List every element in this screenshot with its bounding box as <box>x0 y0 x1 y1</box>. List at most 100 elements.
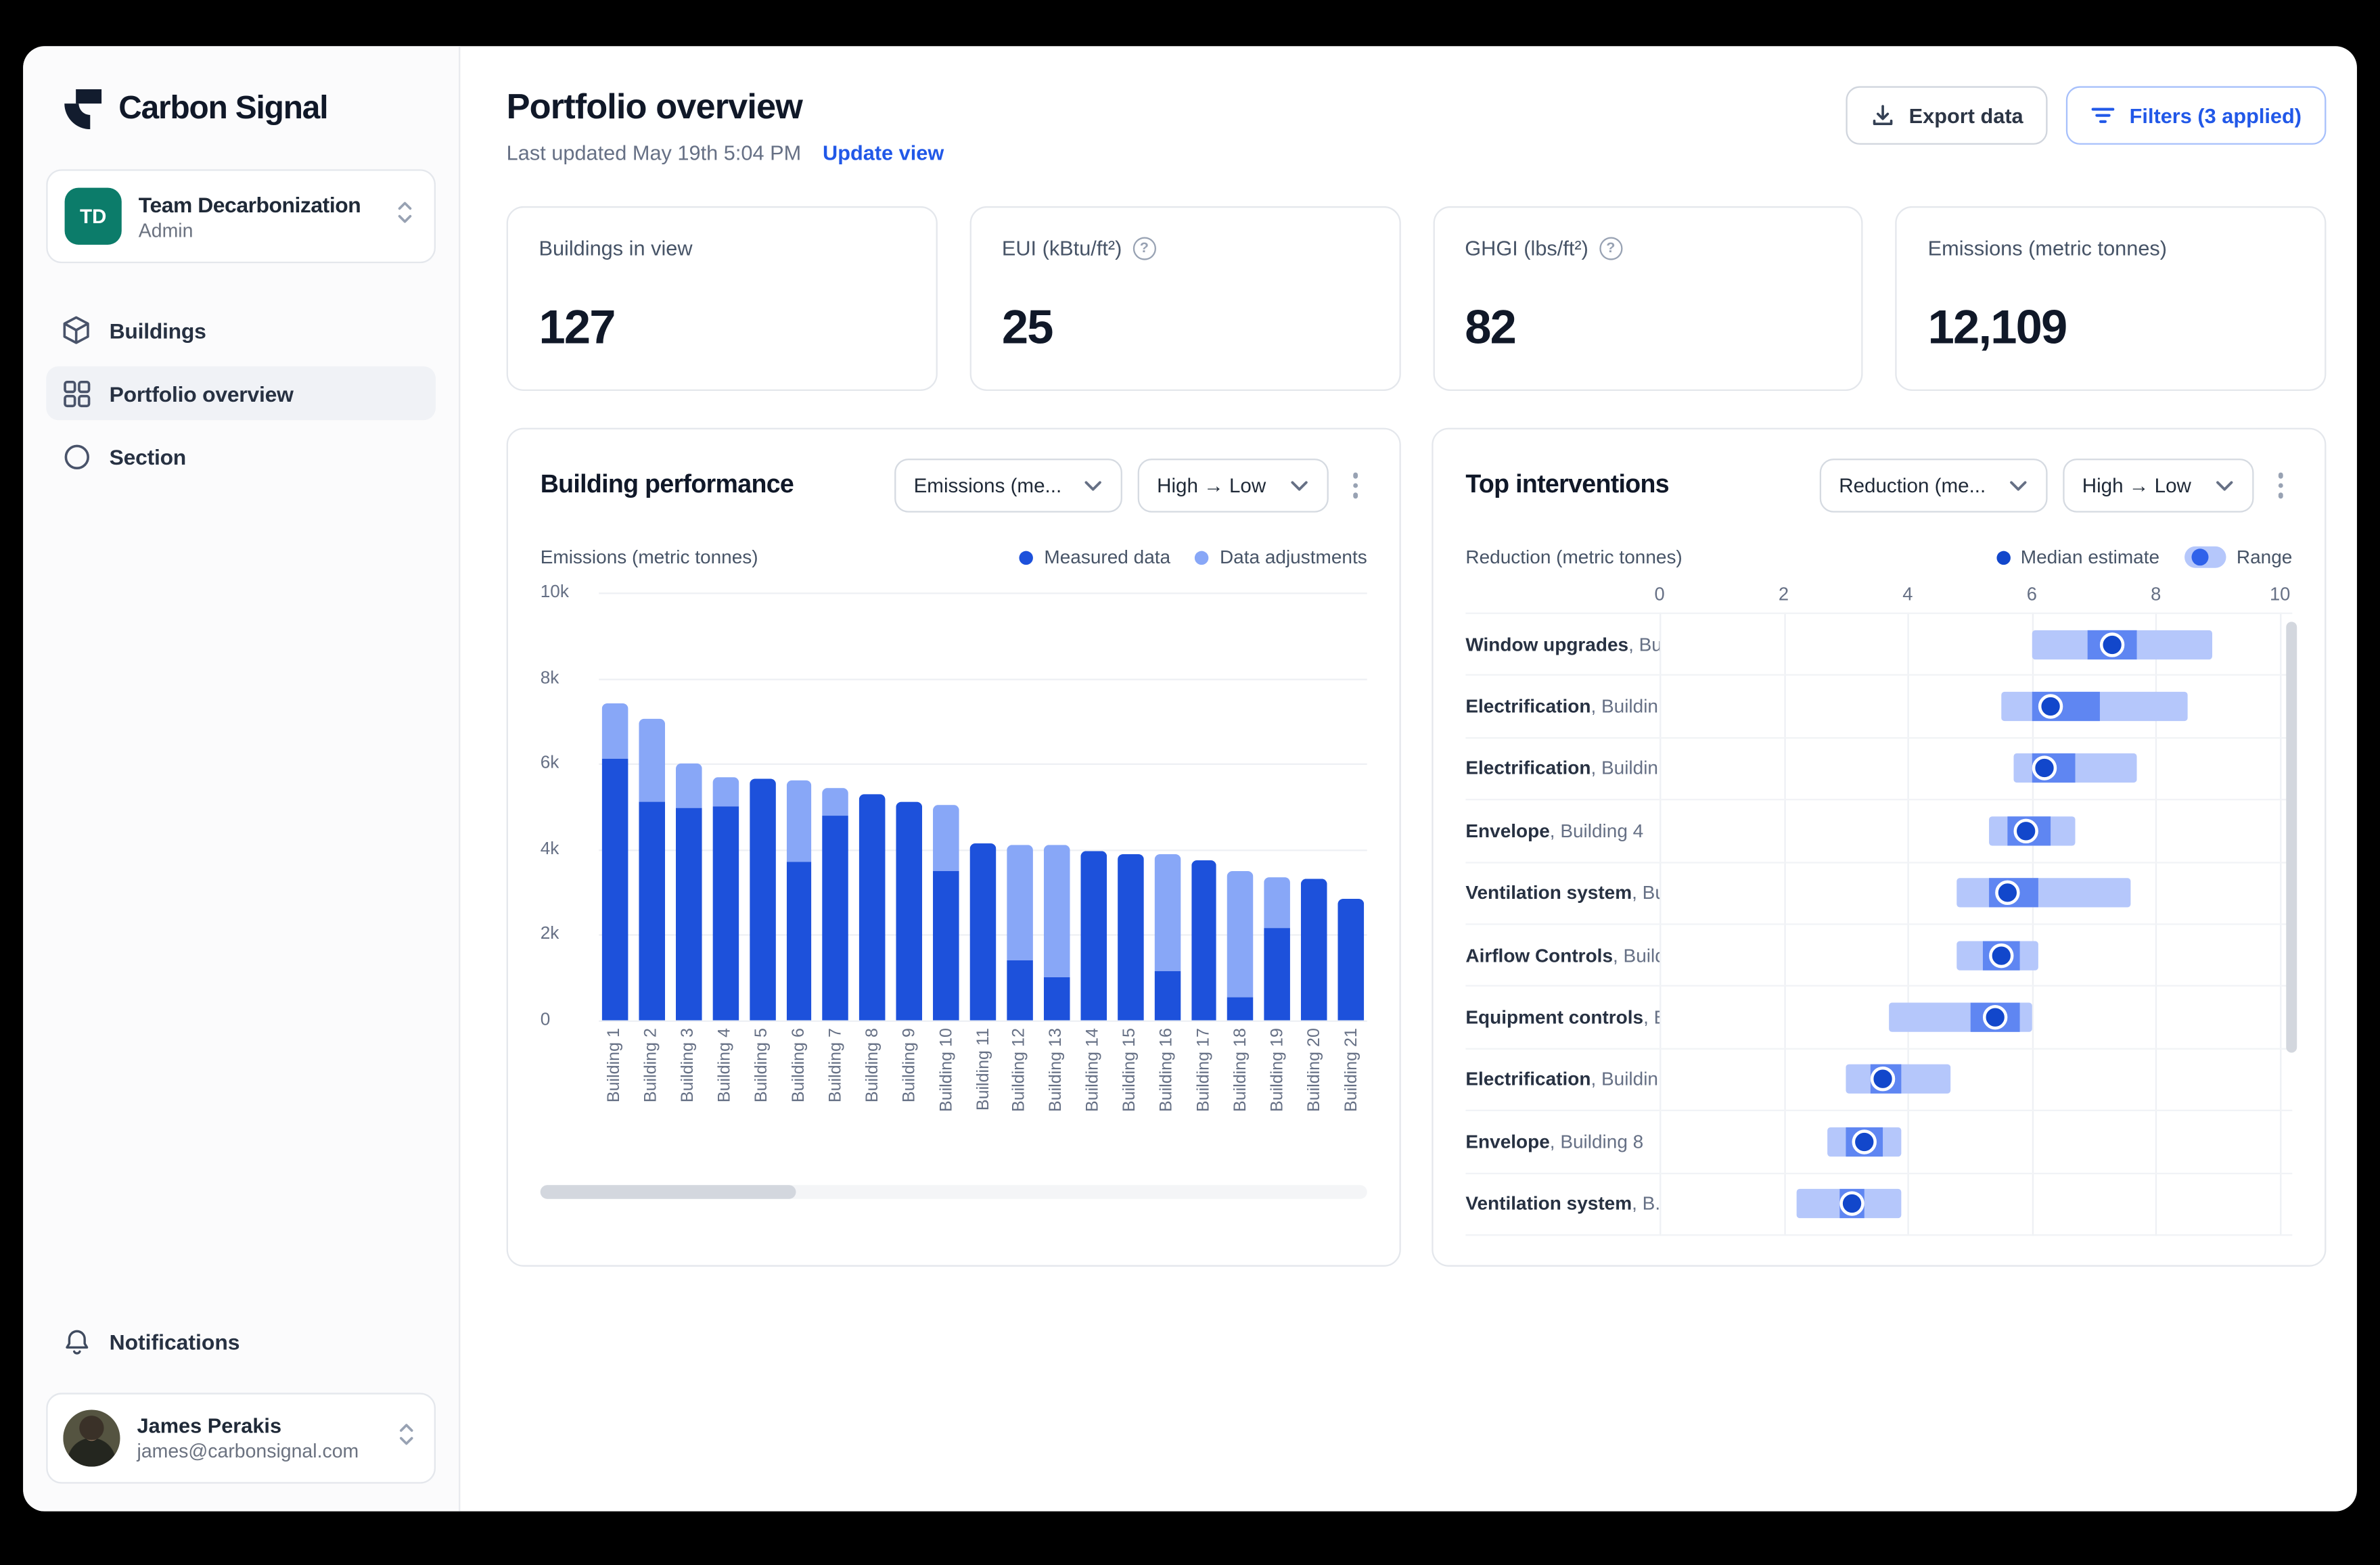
intervention-plot <box>1660 925 2280 986</box>
intervention-name: Envelope <box>1465 820 1550 842</box>
intervention-row-3: Envelope, Building 4 <box>1465 799 2293 861</box>
bar-segment-measured <box>1117 854 1143 1021</box>
team-name: Team Decarbonization <box>138 191 361 216</box>
x-tick-slot: Building 18 <box>1228 1028 1254 1169</box>
bar-building-14 <box>1080 851 1107 1021</box>
bar-segment-adjustments <box>1227 870 1254 997</box>
intervention-row-4: Ventilation system, Bu... <box>1465 861 2293 923</box>
intervention-label: Envelope, Building 4 <box>1465 820 1660 842</box>
x-tick-slot: Building 20 <box>1301 1028 1327 1169</box>
bar-segment-adjustments <box>712 776 739 807</box>
team-role: Admin <box>138 219 193 241</box>
y-tick-label: 8k <box>540 668 559 688</box>
intervention-row-7: Electrification, Buildin... <box>1465 1048 2293 1110</box>
sidebar-item-notifications[interactable]: Notifications <box>46 1314 436 1368</box>
reduction-dropdown[interactable]: Reduction (me... <box>1818 459 2047 513</box>
bar-segment-measured <box>785 862 813 1021</box>
top-interventions-panel: Top interventions Reduction (me... High … <box>1432 427 2327 1267</box>
building-performance-controls: Emissions (me... High → Low <box>893 459 1367 513</box>
intervention-plot <box>1660 1111 2280 1172</box>
x-tick-label: Building 13 <box>1047 1028 1066 1112</box>
legend-adjustments-label: Data adjustments <box>1219 546 1367 568</box>
bar-segment-measured <box>749 778 775 1021</box>
stat-card-label: Buildings in view <box>539 237 693 260</box>
bar-building-3 <box>675 764 702 1021</box>
sidebar-item-section[interactable]: Section <box>46 429 436 484</box>
intervention-name: Airflow Controls <box>1465 944 1614 966</box>
x-tick-label: 8 <box>2151 583 2161 605</box>
chevron-down-icon <box>1084 480 1101 490</box>
intervention-label: Airflow Controls, Build... <box>1465 944 1660 966</box>
x-tick-label: Building 3 <box>679 1028 698 1103</box>
intervention-label: Electrification, Buildin... <box>1465 1069 1660 1090</box>
brand-name: Carbon Signal <box>118 91 328 126</box>
range-pill-icon <box>2184 546 2226 568</box>
help-icon[interactable]: ? <box>1132 237 1156 260</box>
intervention-row-0: Window upgrades, Bui... <box>1465 612 2293 675</box>
bar-chart: 0 2k 4k 6k 8k 10k <box>540 583 1367 1029</box>
sidebar-item-portfolio-overview[interactable]: Portfolio overview <box>46 366 436 421</box>
x-tick-label: Building 9 <box>900 1028 919 1103</box>
bar-segment-measured <box>675 808 702 1021</box>
bar-chart-x-axis: Building 1 Building 2 Building 3 Building 4… <box>599 1028 1367 1169</box>
intervention-row-9: Ventilation system, B... <box>1465 1171 2293 1236</box>
bar-segment-adjustments <box>601 703 628 760</box>
vertical-scrollbar-thumb[interactable] <box>2286 622 2297 1053</box>
horizontal-scrollbar-thumb[interactable] <box>540 1185 797 1199</box>
intervention-building: , Buildin... <box>1591 695 1660 718</box>
x-tick-slot: Building 19 <box>1264 1028 1290 1169</box>
bar-segment-measured <box>933 870 959 1021</box>
sort-dropdown[interactable]: High → Low <box>2062 459 2253 513</box>
x-tick-slot: Building 11 <box>970 1028 996 1169</box>
sidebar-item-buildings[interactable]: Buildings <box>46 303 436 357</box>
legend-measured-data: Measured data <box>1020 546 1170 568</box>
x-tick-slot: Building 1 <box>602 1028 628 1169</box>
x-tick-slot: Building 5 <box>749 1028 775 1169</box>
last-updated-text: Last updated May 19th 5:04 PM <box>506 141 802 165</box>
bar-chart-bars <box>599 592 1367 1021</box>
median-dot <box>2038 694 2063 719</box>
export-data-button[interactable]: Export data <box>1846 86 2049 145</box>
ti-axis-label: Reduction (metric tonnes) <box>1465 546 1683 568</box>
x-tick-slot: Building 17 <box>1191 1028 1216 1169</box>
chevron-down-icon <box>2009 480 2026 490</box>
intervention-row-8: Envelope, Building 8 <box>1465 1109 2293 1172</box>
bar-building-4 <box>712 776 739 1021</box>
panel-menu-button[interactable] <box>1343 467 1367 505</box>
help-icon[interactable]: ? <box>1599 237 1622 260</box>
stat-card-value: 82 <box>1465 300 1517 354</box>
gridline <box>599 678 1367 680</box>
x-tick-slot: Building 10 <box>933 1028 959 1169</box>
x-tick-label: 4 <box>1902 583 1913 605</box>
sidebar: Carbon Signal TD Team Decarbonization Ad… <box>23 46 461 1512</box>
building-performance-title: Building performance <box>540 471 794 499</box>
intervention-plot <box>1660 739 2280 799</box>
intervention-plot <box>1660 676 2280 737</box>
building-performance-panel: Building performance Emissions (me... Hi… <box>506 427 1401 1267</box>
chevron-up-down-icon <box>397 1420 415 1455</box>
x-tick-slot: Building 4 <box>712 1028 738 1169</box>
x-tick-slot: Building 13 <box>1044 1028 1070 1169</box>
bar-segment-measured <box>896 802 923 1021</box>
x-tick-label: Building 19 <box>1268 1028 1287 1112</box>
metric-dropdown[interactable]: Emissions (me... <box>893 459 1122 513</box>
filters-button[interactable]: Filters (3 applied) <box>2066 86 2327 145</box>
update-view-link[interactable]: Update view <box>823 141 944 165</box>
team-avatar: TD <box>64 187 122 245</box>
legend-median-estimate: Median estimate <box>1996 546 2159 568</box>
bar-segment-adjustments <box>639 718 665 803</box>
bar-segment-measured <box>1080 851 1107 1021</box>
bar-segment-adjustments <box>1007 845 1033 961</box>
legend-range: Range <box>2184 546 2293 568</box>
team-switcher[interactable]: TD Team Decarbonization Admin <box>46 169 436 264</box>
bar-segment-adjustments <box>1153 854 1181 971</box>
sort-dropdown[interactable]: High → Low <box>1137 459 1328 513</box>
bar-building-7 <box>823 787 849 1021</box>
user-menu[interactable]: James Perakis james@carbonsignal.com <box>46 1393 436 1484</box>
legend-range-label: Range <box>2236 546 2293 568</box>
bar-segment-adjustments <box>823 787 849 816</box>
panel-menu-button[interactable] <box>2268 467 2292 505</box>
stat-card-label: Emissions (metric tonnes) <box>1927 237 2168 260</box>
horizontal-scrollbar-track[interactable] <box>540 1185 1367 1199</box>
ti-legend: Median estimate Range <box>1996 546 2292 568</box>
